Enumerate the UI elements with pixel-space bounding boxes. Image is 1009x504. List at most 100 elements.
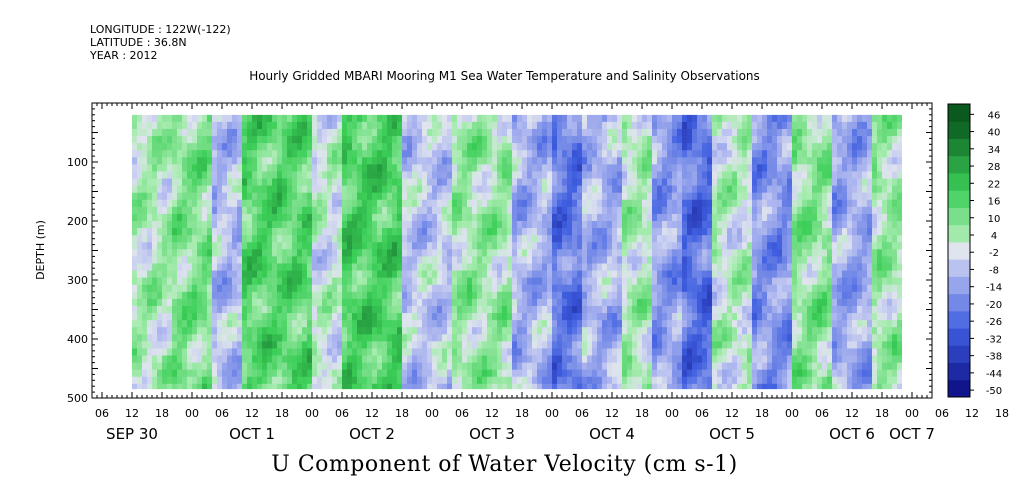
field-cell <box>202 128 208 137</box>
field-cell <box>642 355 648 364</box>
field-cell <box>292 164 298 173</box>
field-cell <box>327 143 333 151</box>
field-cell <box>747 121 753 130</box>
field-cell <box>592 235 598 243</box>
field-cell <box>682 171 688 180</box>
field-cell <box>472 298 478 307</box>
field-cell <box>402 157 408 165</box>
field-cell <box>282 143 288 151</box>
field-cell <box>312 114 318 123</box>
field-cell <box>757 171 763 180</box>
field-cell <box>422 143 428 151</box>
field-cell <box>732 206 738 215</box>
field-cell <box>157 221 163 229</box>
field-cell <box>687 192 693 201</box>
field-cell <box>767 313 773 321</box>
field-cell <box>562 114 568 123</box>
field-cell <box>712 185 718 194</box>
field-cell <box>762 291 768 300</box>
field-cell <box>192 143 198 151</box>
field-cell <box>192 235 198 243</box>
field-cell <box>677 235 683 243</box>
field-cell <box>302 185 308 194</box>
field-cell <box>602 277 608 286</box>
field-cell <box>212 284 218 293</box>
field-cell <box>262 143 268 151</box>
field-cell <box>152 171 158 180</box>
field-cell <box>672 320 678 328</box>
chart-title: Hourly Gridded MBARI Mooring M1 Sea Wate… <box>249 69 760 83</box>
field-cell <box>547 284 553 293</box>
field-cell <box>332 355 338 364</box>
field-cell <box>757 383 763 390</box>
field-cell <box>612 383 618 390</box>
field-cell <box>522 348 528 357</box>
field-cell <box>462 362 468 371</box>
field-cell <box>197 228 203 236</box>
field-cell <box>372 171 378 180</box>
field-cell <box>642 199 648 208</box>
field-cell <box>567 277 573 286</box>
field-cell <box>192 341 198 350</box>
field-cell <box>612 235 618 243</box>
field-cell <box>567 221 573 229</box>
field-cell <box>497 313 503 321</box>
field-cell <box>462 355 468 364</box>
field-cell <box>552 284 558 293</box>
field-cell <box>467 263 473 272</box>
field-cell <box>692 114 698 123</box>
field-cell <box>747 270 753 279</box>
field-cell <box>302 136 308 144</box>
field-cell <box>572 199 578 208</box>
field-cell <box>622 291 628 300</box>
field-cell <box>657 341 663 350</box>
field-cell <box>307 277 313 286</box>
field-cell <box>747 164 753 173</box>
field-cell <box>152 313 158 321</box>
field-cell <box>487 305 493 314</box>
field-cell <box>557 121 563 130</box>
field-cell <box>137 171 143 180</box>
field-cell <box>212 313 218 321</box>
field-cell <box>527 164 533 173</box>
field-cell <box>412 313 418 321</box>
field-cell <box>532 256 538 265</box>
field-cell <box>187 362 193 371</box>
field-cell <box>632 256 638 265</box>
field-cell <box>437 114 443 123</box>
field-cell <box>257 383 263 390</box>
field-cell <box>347 362 353 371</box>
field-cell <box>217 256 223 265</box>
field-cell <box>407 235 413 243</box>
field-cell <box>187 298 193 307</box>
field-cell <box>532 369 538 378</box>
field-cell <box>217 136 223 144</box>
field-cell <box>147 213 153 222</box>
field-cell <box>422 221 428 229</box>
field-cell <box>202 277 208 286</box>
field-cell <box>767 320 773 328</box>
field-cell <box>262 249 268 257</box>
field-cell <box>697 185 703 194</box>
field-cell <box>437 334 443 342</box>
field-cell <box>577 143 583 151</box>
field-cell <box>707 242 713 250</box>
field-cell <box>712 143 718 151</box>
field-cell <box>132 320 138 328</box>
field-cell <box>467 150 473 158</box>
field-cell <box>562 206 568 215</box>
field-cell <box>377 121 383 130</box>
field-cell <box>512 362 518 371</box>
field-cell <box>487 164 493 173</box>
field-cell <box>312 213 318 222</box>
field-cell <box>512 171 518 180</box>
field-cell <box>612 164 618 173</box>
field-cell <box>652 221 658 229</box>
field-cell <box>597 164 603 173</box>
field-cell <box>742 256 748 265</box>
field-cell <box>722 313 728 321</box>
field-cell <box>452 313 458 321</box>
field-cell <box>602 221 608 229</box>
field-cell <box>667 277 673 286</box>
field-cell <box>287 249 293 257</box>
